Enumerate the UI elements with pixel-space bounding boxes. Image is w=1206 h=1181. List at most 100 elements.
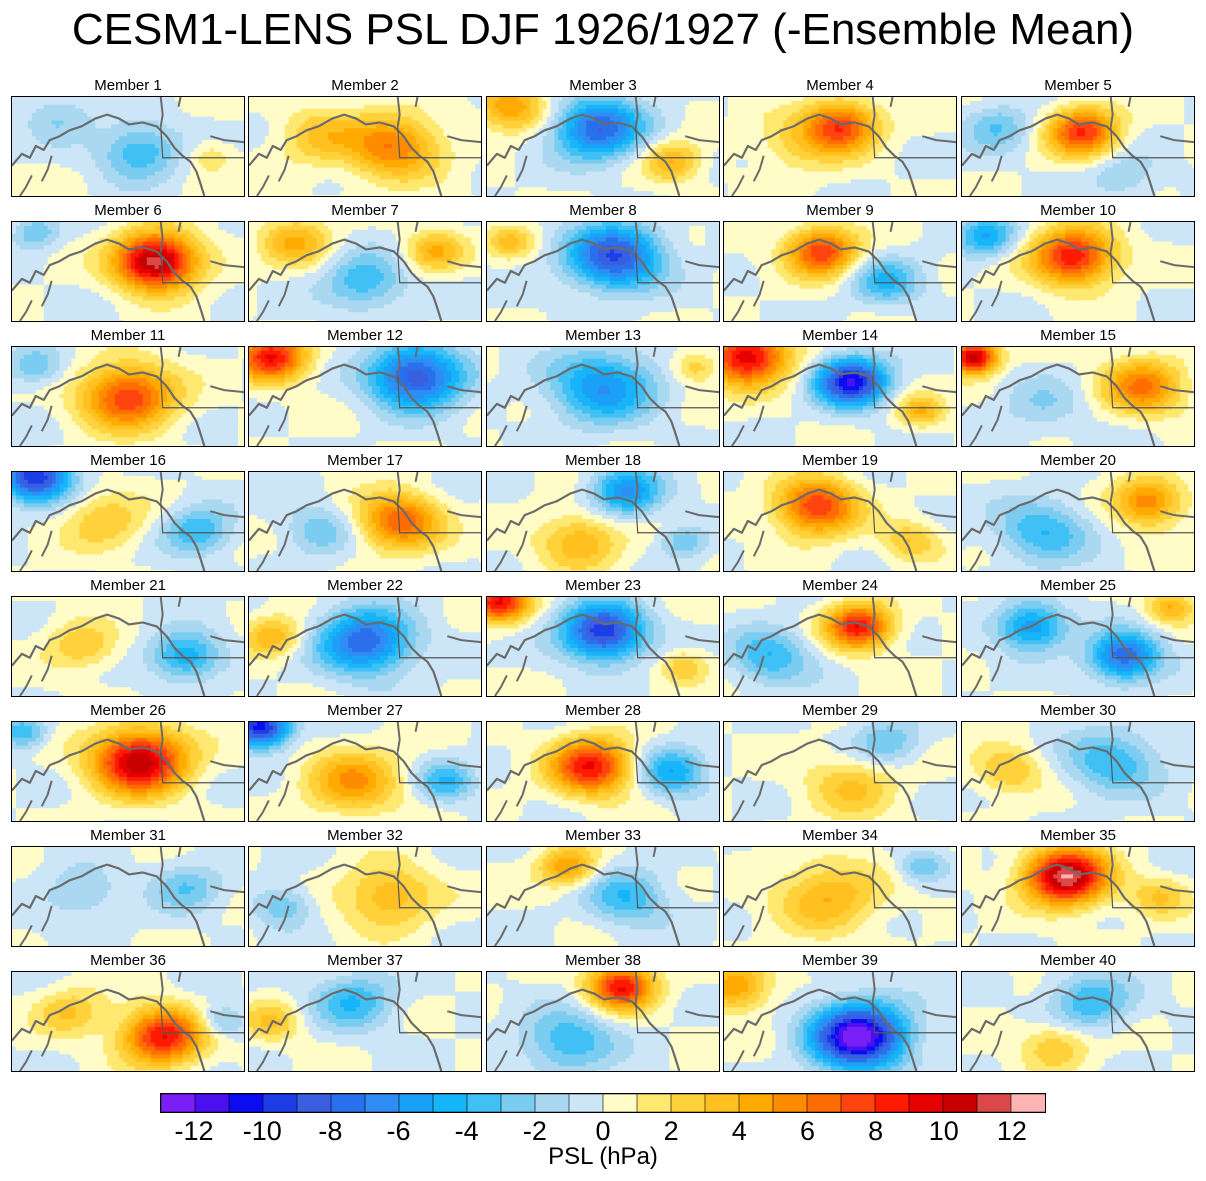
field-cell: [234, 148, 238, 152]
field-cell: [669, 148, 673, 152]
field-cell: [479, 101, 481, 105]
field-cell: [554, 144, 558, 148]
field-cell: [527, 171, 531, 175]
field-cell: [360, 183, 364, 187]
field-cell: [87, 152, 91, 156]
field-cell: [297, 179, 301, 183]
field-cell: [186, 105, 190, 109]
field-cell: [630, 101, 634, 105]
field-cell: [566, 140, 570, 144]
field-cell: [669, 191, 673, 195]
field-cell: [71, 117, 75, 121]
field-cell: [574, 124, 578, 128]
field-cell: [507, 179, 511, 183]
field-cell: [99, 132, 103, 136]
field-cell: [803, 105, 807, 109]
field-cell: [681, 164, 685, 168]
field-cell: [713, 113, 717, 117]
field-cell: [218, 117, 222, 121]
field-cell: [143, 171, 147, 175]
field-cell: [328, 132, 332, 136]
field-cell: [253, 183, 257, 187]
field-cell: [780, 117, 784, 121]
field-cell: [622, 140, 626, 144]
field-cell: [127, 109, 131, 113]
field-cell: [558, 144, 562, 148]
field-cell: [618, 164, 622, 168]
field-cell: [71, 97, 75, 101]
field-cell: [356, 124, 360, 128]
field-cell: [906, 101, 910, 105]
field-cell: [265, 113, 269, 117]
field-cell: [277, 121, 281, 125]
field-cell: [427, 152, 431, 156]
field-cell: [376, 191, 380, 195]
field-cell: [265, 140, 269, 144]
field-cell: [269, 191, 273, 195]
field-cell: [226, 183, 230, 187]
field-cell: [677, 175, 681, 179]
field-cell: [705, 105, 709, 109]
field-cell: [293, 148, 297, 152]
field-cell: [123, 144, 127, 148]
field-cell: [214, 195, 218, 196]
field-cell: [167, 128, 171, 132]
field-cell: [36, 156, 40, 160]
field-cell: [340, 156, 344, 160]
field-cell: [677, 183, 681, 187]
field-cell: [20, 132, 24, 136]
field-cell: [942, 113, 946, 117]
field-cell: [238, 101, 242, 105]
field-cell: [352, 152, 356, 156]
field-cell: [83, 183, 87, 187]
field-cell: [171, 121, 175, 125]
field-cell: [404, 179, 408, 183]
field-cell: [139, 179, 143, 183]
field-cell: [689, 175, 693, 179]
field-cell: [661, 195, 665, 196]
field-cell: [638, 144, 642, 148]
field-cell: [922, 105, 926, 109]
field-cell: [799, 113, 803, 117]
field-cell: [324, 195, 328, 196]
field-cell: [301, 179, 305, 183]
field-cell: [709, 183, 713, 187]
field-cell: [717, 144, 719, 148]
field-cell: [336, 128, 340, 132]
field-cell: [135, 183, 139, 187]
field-cell: [531, 109, 535, 113]
field-cell: [646, 121, 650, 125]
field-cell: [376, 124, 380, 128]
field-cell: [515, 168, 519, 172]
field-cell: [364, 187, 368, 191]
field-cell: [249, 179, 253, 183]
field-cell: [249, 195, 253, 196]
field-cell: [689, 124, 693, 128]
field-cell: [151, 187, 155, 191]
field-cell: [499, 148, 503, 152]
field-cell: [40, 128, 44, 132]
field-cell: [344, 152, 348, 156]
field-cell: [356, 168, 360, 172]
field-cell: [87, 105, 91, 109]
field-cell: [451, 148, 455, 152]
field-cell: [293, 105, 297, 109]
field-cell: [40, 101, 44, 105]
field-cell: [550, 97, 554, 101]
field-cell: [328, 179, 332, 183]
field-cell: [83, 168, 87, 172]
field-cell: [68, 160, 72, 164]
field-cell: [408, 152, 412, 156]
field-cell: [218, 183, 222, 187]
field-cell: [416, 113, 420, 117]
field-cell: [261, 109, 265, 113]
field-cell: [356, 191, 360, 195]
field-cell: [527, 140, 531, 144]
field-cell: [400, 97, 404, 101]
field-cell: [562, 148, 566, 152]
field-cell: [843, 117, 847, 121]
field-cell: [60, 187, 64, 191]
field-cell: [127, 136, 131, 140]
field-cell: [693, 164, 697, 168]
field-cell: [586, 128, 590, 132]
